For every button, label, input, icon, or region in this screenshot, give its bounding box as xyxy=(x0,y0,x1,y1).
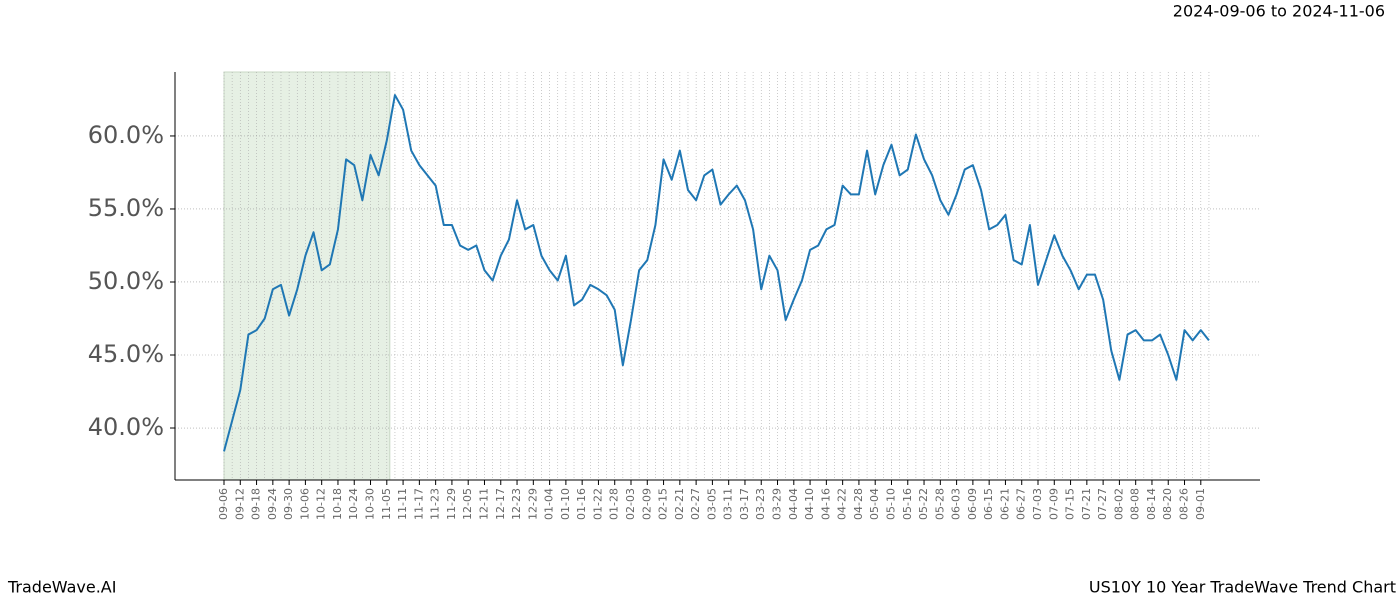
x-tick-label: 11-17 xyxy=(412,488,425,520)
x-tick-label: 06-15 xyxy=(982,488,995,520)
x-tick-label: 04-22 xyxy=(836,488,849,520)
x-tick-label: 10-06 xyxy=(298,488,311,520)
x-tick-label: 08-08 xyxy=(1129,488,1142,520)
x-tick-label: 11-23 xyxy=(429,488,442,520)
y-tick-label: 55.0% xyxy=(88,194,164,222)
x-tick-label: 03-17 xyxy=(738,488,751,520)
x-tick-label: 01-28 xyxy=(608,488,621,520)
x-tick-label: 07-15 xyxy=(1064,488,1077,520)
highlight-span xyxy=(223,71,391,481)
x-tick-label: 12-17 xyxy=(494,488,507,520)
x-tick-label: 11-11 xyxy=(396,488,409,520)
x-tick-label: 03-11 xyxy=(722,488,735,520)
x-tick-label: 07-09 xyxy=(1047,488,1060,520)
x-tick-label: 06-21 xyxy=(998,488,1011,520)
y-tick-label: 60.0% xyxy=(88,121,164,149)
x-tick-label: 06-09 xyxy=(966,488,979,520)
x-tick-label: 08-20 xyxy=(1161,488,1174,520)
x-tick-label: 04-10 xyxy=(803,488,816,520)
x-tick-label: 05-10 xyxy=(884,488,897,520)
x-tick-label: 01-10 xyxy=(559,488,572,520)
x-tick-label: 05-04 xyxy=(868,488,881,520)
y-tick-label: 40.0% xyxy=(88,413,164,441)
series-line xyxy=(223,94,1210,452)
x-tick-label: 12-23 xyxy=(510,488,523,520)
x-tick-label: 09-18 xyxy=(250,488,263,520)
x-tick-label: 08-02 xyxy=(1112,488,1125,520)
y-tick-label: 45.0% xyxy=(88,340,164,368)
x-tick-label: 07-27 xyxy=(1096,488,1109,520)
x-tick-label: 02-15 xyxy=(657,488,670,520)
x-tick-label: 08-14 xyxy=(1145,488,1158,520)
plot: 09-06 09-12 09-18 09-24 09-30 10-06 10-12 10-18… xyxy=(88,71,1260,520)
x-tick-label: 01-16 xyxy=(575,488,588,520)
x-tick-label: 11-29 xyxy=(445,488,458,520)
chart-caption: US10Y 10 Year TradeWave Trend Chart xyxy=(1089,578,1396,597)
x-tick-label: 04-04 xyxy=(787,488,800,520)
x-tick-label: 04-16 xyxy=(819,488,832,520)
x-tick-label: 09-30 xyxy=(282,488,295,520)
x-tick-label: 08-26 xyxy=(1178,488,1191,520)
x-tick-label: 07-03 xyxy=(1031,488,1044,520)
x-tick-label: 09-06 xyxy=(217,488,230,520)
x-tick-label: 05-16 xyxy=(901,488,914,520)
x-tick-label: 02-27 xyxy=(689,488,702,520)
brand: TradeWave.AI xyxy=(7,578,116,597)
x-tick-label: 10-24 xyxy=(347,488,360,520)
x-tick-label: 12-29 xyxy=(526,488,539,520)
x-tick-label: 03-23 xyxy=(754,488,767,520)
x-tick-label: 09-12 xyxy=(233,488,246,520)
x-tick-label: 10-18 xyxy=(331,488,344,520)
x-tick-label: 12-11 xyxy=(477,488,490,520)
x-tick-label: 01-22 xyxy=(591,488,604,520)
x-tick-label: 02-21 xyxy=(673,488,686,520)
x-tick-label: 03-05 xyxy=(705,488,718,520)
x-tick-label: 06-27 xyxy=(1015,488,1028,520)
x-tick-label: 10-12 xyxy=(315,488,328,520)
x-tick-label: 04-28 xyxy=(852,488,865,520)
x-tick-label: 03-29 xyxy=(771,488,784,520)
x-tick-label: 02-09 xyxy=(640,488,653,520)
x-tick-label: 10-30 xyxy=(364,488,377,520)
x-tick-label: 09-01 xyxy=(1194,488,1207,520)
x-tick-label: 06-03 xyxy=(950,488,963,520)
x-tick-label: 11-05 xyxy=(380,488,393,520)
x-tick-label: 07-21 xyxy=(1080,488,1093,520)
x-tick-label: 12-05 xyxy=(461,488,474,520)
y-tick-label: 50.0% xyxy=(88,267,164,295)
x-tick-label: 05-22 xyxy=(917,488,930,520)
date-range: 2024-09-06 to 2024-11-06 xyxy=(1173,2,1385,21)
x-tick-label: 05-28 xyxy=(933,488,946,520)
x-tick-label: 09-24 xyxy=(266,488,279,520)
x-tick-label: 02-03 xyxy=(624,488,637,520)
x-tick-label: 01-04 xyxy=(543,488,556,520)
